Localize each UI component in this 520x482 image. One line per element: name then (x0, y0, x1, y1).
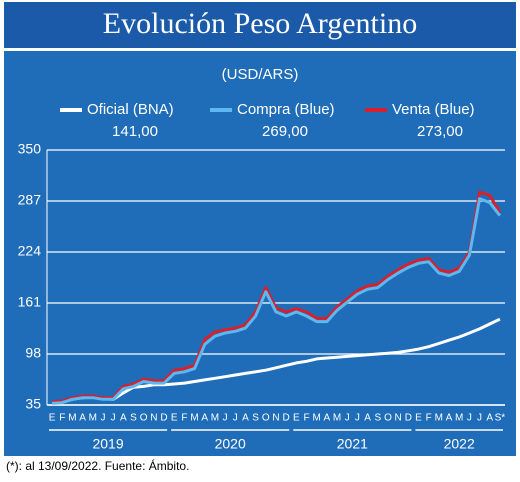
y-tick-label: 98 (25, 345, 41, 361)
legend-label: Venta (Blue) (392, 101, 475, 118)
series-line (51, 197, 502, 405)
y-tick-label: 224 (18, 243, 42, 259)
x-tick-label: J (223, 413, 228, 424)
x-tick-label: F (426, 413, 432, 424)
x-tick-label: J (100, 413, 105, 424)
year-label: 2019 (92, 436, 123, 452)
x-tick-label: N (150, 413, 157, 424)
y-tick-label: 35 (25, 396, 41, 412)
x-tick-label: E (49, 413, 56, 424)
x-tick-label: F (59, 413, 65, 424)
x-tick-label: A (242, 413, 249, 424)
x-tick-label: N (395, 413, 402, 424)
legend-value: 273,00 (417, 123, 463, 140)
legend-value: 141,00 (112, 123, 158, 140)
x-tick-label: D (283, 413, 290, 424)
x-tick-label: A (446, 413, 453, 424)
x-tick-label: J (355, 413, 360, 424)
year-label: 2022 (444, 436, 475, 452)
x-tick-label: A (486, 413, 493, 424)
y-tick-label: 350 (18, 141, 42, 157)
x-tick-label: J (111, 413, 116, 424)
legend-label: Compra (Blue) (237, 101, 335, 118)
x-tick-label: F (303, 413, 309, 424)
title-bar (4, 2, 516, 48)
x-tick-label: O (140, 413, 148, 424)
chart-panel (4, 51, 516, 456)
x-tick-label: E (293, 413, 300, 424)
x-tick-label: J (345, 413, 350, 424)
x-tick-label: M (89, 413, 97, 424)
series-line (51, 190, 502, 404)
x-tick-label: S* (495, 413, 506, 424)
x-tick-label: O (384, 413, 392, 424)
year-label: 2021 (337, 436, 368, 452)
x-tick-label: M (435, 413, 443, 424)
x-tick-label: A (201, 413, 208, 424)
x-tick-label: O (262, 413, 270, 424)
x-tick-label: A (120, 413, 127, 424)
x-tick-label: M (190, 413, 198, 424)
x-tick-label: M (211, 413, 219, 424)
footnote: (*): al 13/09/2022. Fuente: Ámbito. (6, 458, 189, 473)
x-tick-label: J (467, 413, 472, 424)
x-tick-label: M (333, 413, 341, 424)
x-tick-label: E (415, 413, 422, 424)
x-tick-label: F (181, 413, 187, 424)
x-tick-label: M (455, 413, 463, 424)
x-tick-label: M (313, 413, 321, 424)
chart-subtitle: (USD/ARS) (222, 66, 299, 83)
legend-value: 269,00 (262, 123, 308, 140)
x-tick-label: D (405, 413, 412, 424)
x-tick-label: S (374, 413, 381, 424)
year-label: 2020 (215, 436, 246, 452)
x-tick-label: J (477, 413, 482, 424)
series-line (51, 317, 501, 405)
x-tick-label: D (160, 413, 167, 424)
x-tick-label: S (130, 413, 137, 424)
y-tick-label: 161 (18, 294, 42, 310)
x-tick-label: S (252, 413, 259, 424)
chart-title: Evolución Peso Argentino (103, 7, 417, 40)
x-tick-label: A (324, 413, 331, 424)
x-tick-label: N (272, 413, 279, 424)
legend-label: Oficial (BNA) (87, 101, 174, 118)
x-tick-label: A (79, 413, 86, 424)
x-tick-label: A (364, 413, 371, 424)
y-tick-label: 287 (18, 192, 42, 208)
x-tick-label: M (68, 413, 76, 424)
x-tick-label: E (171, 413, 178, 424)
x-tick-label: J (233, 413, 238, 424)
